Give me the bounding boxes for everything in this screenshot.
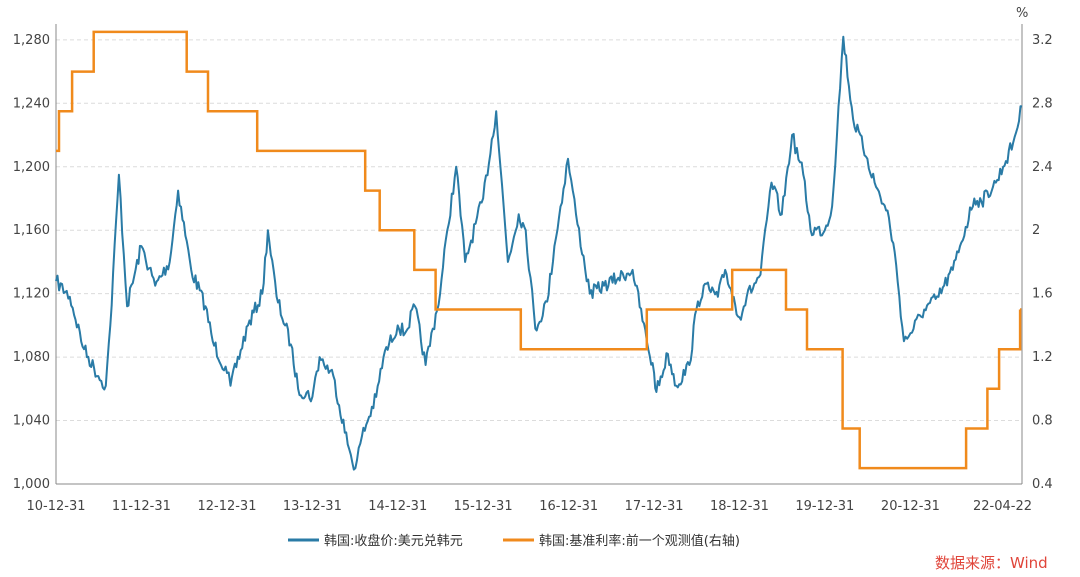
x-tick-label: 11-12-31 xyxy=(112,499,171,514)
left-y-tick-label: 1,120 xyxy=(13,287,50,302)
x-tick-label: 18-12-31 xyxy=(710,499,769,514)
x-tick-label: 14-12-31 xyxy=(368,499,427,514)
x-tick-label: 17-12-31 xyxy=(625,499,684,514)
right-y-tick-label: 2.8 xyxy=(1032,96,1053,111)
right-y-tick-label: 0.8 xyxy=(1032,414,1053,429)
x-tick-label: 16-12-31 xyxy=(539,499,598,514)
x-tick-label: 12-12-31 xyxy=(197,499,256,514)
x-tick-label: 20-12-31 xyxy=(881,499,940,514)
left-y-tick-label: 1,240 xyxy=(13,96,50,111)
right-y-tick-label: 1.2 xyxy=(1032,350,1053,365)
left-y-tick-label: 1,200 xyxy=(13,160,50,175)
x-tick-label: 13-12-31 xyxy=(283,499,342,514)
x-tick-label: 19-12-31 xyxy=(795,499,854,514)
x-tick-label: 15-12-31 xyxy=(454,499,513,514)
right-y-tick-label: 2 xyxy=(1032,223,1040,238)
series-lines xyxy=(55,30,1023,471)
left-y-tick-label: 1,000 xyxy=(13,477,50,492)
source-watermark: 数据来源：Wind xyxy=(935,554,1048,572)
right-y-tick-labels: 0.4 0.8 1.2 1.6 2 2.4 2.8 3.2 xyxy=(1032,33,1053,492)
right-axis-unit: % xyxy=(1016,6,1028,21)
right-y-tick-label: 1.6 xyxy=(1032,287,1053,302)
left-y-tick-label: 1,160 xyxy=(13,223,50,238)
right-y-tick-label: 3.2 xyxy=(1032,33,1053,48)
x-tick-label: 10-12-31 xyxy=(26,499,85,514)
series-line-rate xyxy=(56,30,1022,470)
x-tick-label: 22-04-22 xyxy=(973,499,1032,514)
left-y-tick-label: 1,080 xyxy=(13,350,50,365)
left-y-tick-label: 1,040 xyxy=(13,414,50,429)
series-line-fx xyxy=(55,35,1023,471)
right-y-tick-label: 0.4 xyxy=(1032,477,1053,492)
left-y-tick-label: 1,280 xyxy=(13,33,50,48)
legend-label-rate: 韩国:基准利率:前一个观测值(右轴) xyxy=(539,533,740,549)
legend: 韩国:收盘价:美元兑韩元 韩国:基准利率:前一个观测值(右轴) xyxy=(288,533,740,549)
left-y-tick-labels: 1,000 1,040 1,080 1,120 1,160 1,200 1,240 1,280 xyxy=(13,33,50,492)
x-tick-labels: 10-12-31 11-12-31 12-12-31 13-12-31 14-12-31… xyxy=(26,499,1032,514)
right-y-tick-label: 2.4 xyxy=(1032,160,1053,175)
legend-label-fx: 韩国:收盘价:美元兑韩元 xyxy=(324,533,463,549)
gridlines xyxy=(56,39,1022,485)
axes xyxy=(55,24,1023,485)
